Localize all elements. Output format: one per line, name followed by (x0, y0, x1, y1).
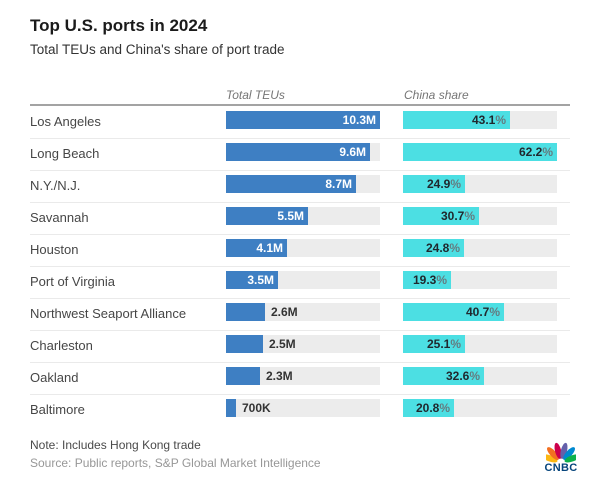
teu-bar-track: 3.5M (226, 271, 380, 289)
china-bar-track: 62.2% (403, 143, 557, 161)
port-label: Savannah (30, 210, 89, 225)
table-row: Savannah 5.5M 30.7% (0, 202, 600, 234)
port-label: Houston (30, 242, 79, 257)
china-bar: 25.1% (403, 335, 465, 353)
china-bar: 20.8% (403, 399, 454, 417)
table-row: N.Y./N.J. 8.7M 24.9% (0, 170, 600, 202)
teu-bar-value: 10.3M (342, 113, 376, 127)
china-bar-value: 40.7% (465, 305, 500, 319)
teu-bar: 9.6M (226, 143, 370, 161)
teu-bar (226, 399, 236, 417)
china-bar: 40.7% (403, 303, 504, 321)
china-bar-value: 25.1% (426, 337, 461, 351)
china-bar: 32.6% (403, 367, 484, 385)
table-row: Charleston 2.5M 25.1% (0, 330, 600, 362)
footer-note: Note: Includes Hong Kong trade (30, 438, 201, 452)
china-bar-value: 30.7% (440, 209, 475, 223)
chart-title: Top U.S. ports in 2024 (30, 16, 208, 35)
teu-bar-track: 2.3M (226, 367, 380, 385)
teu-bar-track: 2.6M (226, 303, 380, 321)
teu-bar-track: 9.6M (226, 143, 380, 161)
footer-source: Source: Public reports, S&P Global Marke… (30, 456, 321, 470)
china-bar-value: 24.9% (426, 177, 461, 191)
teu-bar: 10.3M (226, 111, 380, 129)
teu-bar (226, 303, 265, 321)
chart-subtitle: Total TEUs and China's share of port tra… (30, 42, 285, 57)
teu-bar-value: 2.6M (271, 305, 298, 319)
china-bar-value: 24.8% (425, 241, 460, 255)
china-bar: 24.8% (403, 239, 464, 257)
china-bar-value: 19.3% (412, 273, 447, 287)
china-bar-track: 25.1% (403, 335, 557, 353)
teu-bar-value: 8.7M (325, 177, 352, 191)
teu-bar: 3.5M (226, 271, 278, 289)
port-label: Charleston (30, 338, 93, 353)
cnbc-logo: CNBC (539, 441, 583, 474)
teu-bar-value: 2.3M (266, 369, 293, 383)
china-bar-track: 32.6% (403, 367, 557, 385)
china-bar: 24.9% (403, 175, 465, 193)
port-label: Port of Virginia (30, 274, 116, 289)
chart-rows: Los Angeles 10.3M 43.1% Long Beach 9.6M 62.2%… (0, 106, 600, 426)
teu-bar-value: 4.1M (256, 241, 283, 255)
china-bar-track: 20.8% (403, 399, 557, 417)
teu-bar-value: 3.5M (247, 273, 274, 287)
teu-bar: 5.5M (226, 207, 308, 225)
port-label: Oakland (30, 370, 79, 385)
table-row: Baltimore 700K 20.8% (0, 394, 600, 426)
teu-bar-value: 5.5M (277, 209, 304, 223)
column-header-china-share: China share (404, 88, 469, 102)
port-label: Long Beach (30, 146, 100, 161)
port-label: Los Angeles (30, 114, 101, 129)
china-bar-track: 30.7% (403, 207, 557, 225)
china-bar-value: 32.6% (445, 369, 480, 383)
table-row: Port of Virginia 3.5M 19.3% (0, 266, 600, 298)
china-bar-value: 62.2% (518, 145, 553, 159)
china-bar-value: 20.8% (415, 401, 450, 415)
teu-bar (226, 335, 263, 353)
teu-bar-track: 2.5M (226, 335, 380, 353)
table-row: Northwest Seaport Alliance 2.6M 40.7% (0, 298, 600, 330)
china-bar-track: 43.1% (403, 111, 557, 129)
port-label: Northwest Seaport Alliance (30, 306, 187, 321)
china-bar: 19.3% (403, 271, 451, 289)
china-bar: 30.7% (403, 207, 479, 225)
china-bar-track: 24.8% (403, 239, 557, 257)
teu-bar (226, 367, 260, 385)
port-label: Baltimore (30, 402, 85, 417)
teu-bar: 4.1M (226, 239, 287, 257)
teu-bar-track: 4.1M (226, 239, 380, 257)
china-bar-track: 40.7% (403, 303, 557, 321)
china-bar-track: 24.9% (403, 175, 557, 193)
teu-bar-track: 10.3M (226, 111, 380, 129)
column-header-total-teus: Total TEUs (226, 88, 285, 102)
teu-bar-value: 2.5M (269, 337, 296, 351)
china-bar: 43.1% (403, 111, 510, 129)
teu-bar-value: 9.6M (339, 145, 366, 159)
header-rule (30, 104, 570, 106)
table-row: Oakland 2.3M 32.6% (0, 362, 600, 394)
teu-bar-track: 5.5M (226, 207, 380, 225)
table-row: Long Beach 9.6M 62.2% (0, 138, 600, 170)
teu-bar: 8.7M (226, 175, 356, 193)
teu-bar-track: 700K (226, 399, 380, 417)
port-label: N.Y./N.J. (30, 178, 81, 193)
china-bar-track: 19.3% (403, 271, 557, 289)
teu-bar-value: 700K (242, 401, 271, 415)
china-bar-value: 43.1% (471, 113, 506, 127)
table-row: Los Angeles 10.3M 43.1% (0, 106, 600, 138)
table-row: Houston 4.1M 24.8% (0, 234, 600, 266)
cnbc-peacock-icon (539, 441, 583, 463)
cnbc-logo-text: CNBC (544, 462, 578, 474)
teu-bar-track: 8.7M (226, 175, 380, 193)
china-bar: 62.2% (403, 143, 557, 161)
